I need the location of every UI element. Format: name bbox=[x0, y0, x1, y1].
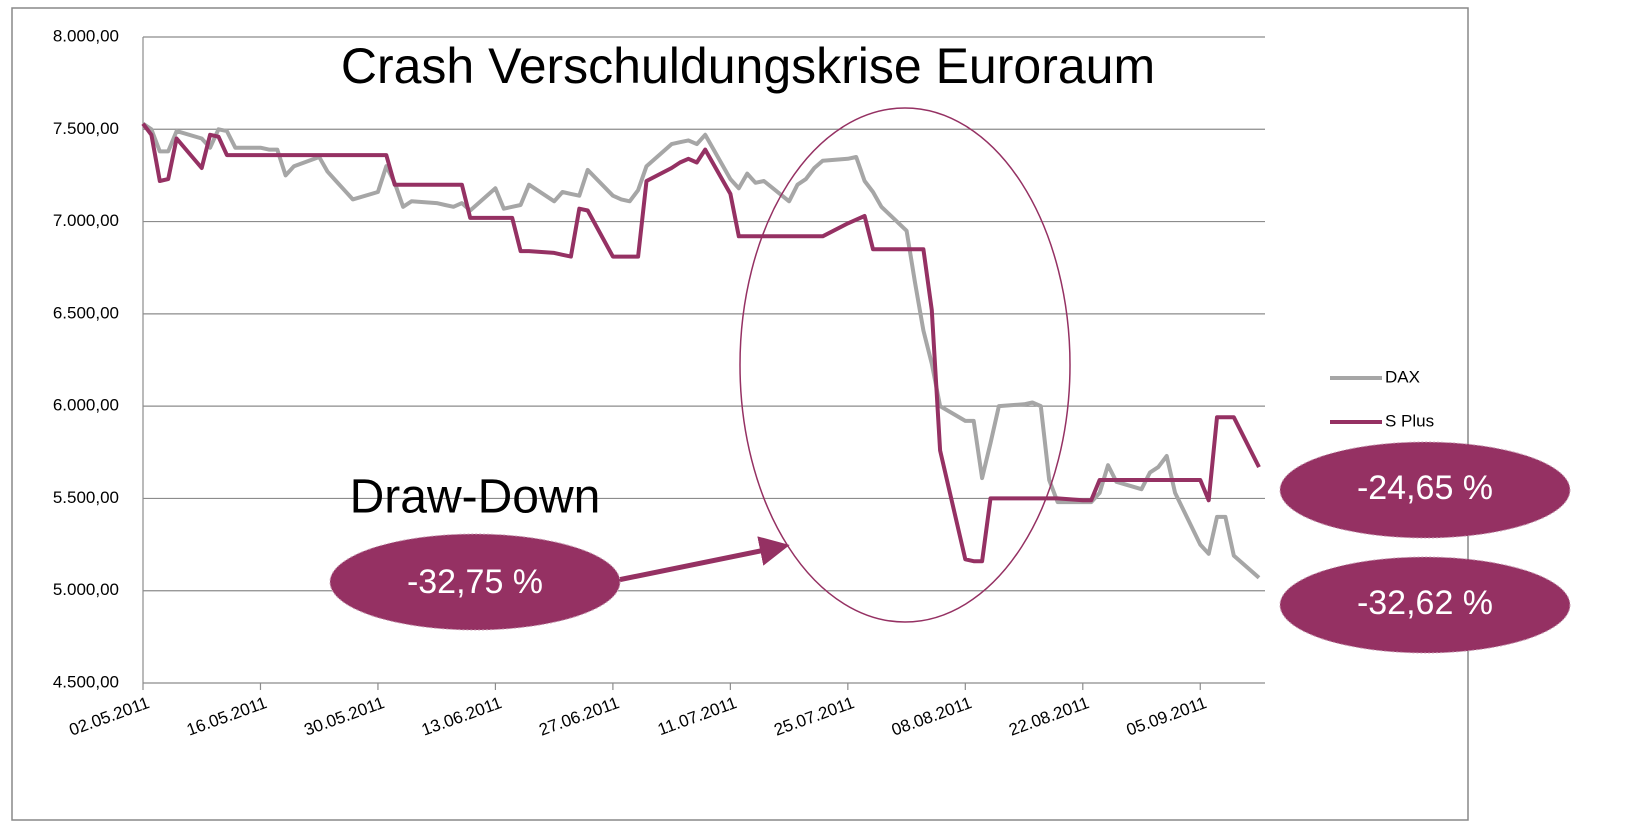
x-tick-label: 05.09.2011 bbox=[1124, 693, 1209, 740]
y-tick-label: 5.500,00 bbox=[53, 488, 119, 507]
y-tick-label: 6.000,00 bbox=[53, 396, 119, 415]
x-tick-label: 27.06.2011 bbox=[537, 693, 622, 740]
y-tick-label: 7.000,00 bbox=[53, 211, 119, 230]
chart-border bbox=[11, 7, 1469, 821]
series-line bbox=[141, 122, 1261, 580]
arrow bbox=[617, 536, 790, 583]
legend-label: S Plus bbox=[1385, 411, 1434, 430]
y-tick-label: 4.500,00 bbox=[53, 672, 119, 691]
series-line bbox=[141, 122, 1261, 564]
badge-label: -32,62 % bbox=[1357, 584, 1493, 622]
x-tick-label: 11.07.2011 bbox=[655, 693, 739, 739]
badge bbox=[329, 533, 621, 631]
x-tick-label: 13.06.2011 bbox=[419, 693, 504, 740]
y-tick-label: 8.000,00 bbox=[53, 26, 119, 45]
y-tick-label: 7.500,00 bbox=[53, 119, 119, 138]
x-tick-label: 25.07.2011 bbox=[771, 693, 856, 740]
badge bbox=[1279, 556, 1571, 654]
legend-label: DAX bbox=[1385, 367, 1420, 386]
badge bbox=[1279, 441, 1571, 539]
badge-label: -32,75 % bbox=[407, 563, 543, 601]
x-tick-label: 08.08.2011 bbox=[889, 693, 974, 740]
highlight-ellipse bbox=[739, 107, 1071, 623]
plot: 4.500,00 5.000,00 5.500,00 6.000,00 6.500,00… bbox=[53, 26, 1265, 740]
x-tick-label: 16.05.2011 bbox=[184, 693, 269, 740]
x-tick-label: 02.05.2011 bbox=[67, 693, 152, 740]
chart-title: Crash Verschuldungskrise Euroraum bbox=[341, 38, 1155, 94]
y-tick-label: 6.500,00 bbox=[53, 303, 119, 322]
annotation: Draw-Down bbox=[350, 471, 601, 524]
badge-label: -24,65 % bbox=[1357, 469, 1493, 507]
x-tick-label: 30.05.2011 bbox=[302, 693, 387, 740]
x-tick-label: 22.08.2011 bbox=[1006, 693, 1091, 740]
y-tick-label: 5.000,00 bbox=[53, 580, 119, 599]
